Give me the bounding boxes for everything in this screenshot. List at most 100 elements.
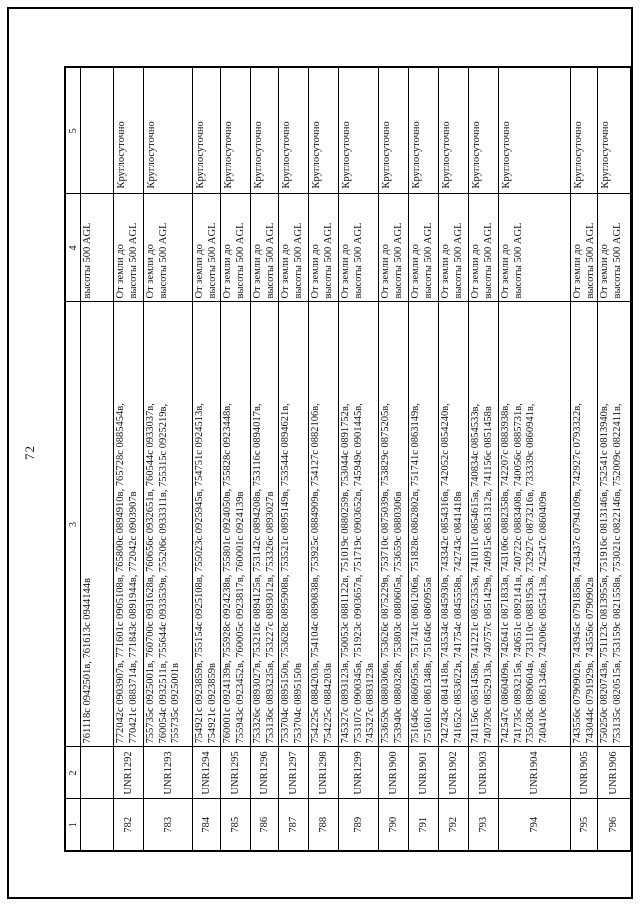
coordinates-cell: 751646с 0860955в, 751741с 0861206в, 7518… xyxy=(408,302,439,747)
unr-code-cell: UNR1901 xyxy=(408,747,439,799)
altitude-cell: От земли до высоты 500 AGL xyxy=(192,194,221,302)
table-row: 786 UNR1296 753326с 0893027в, 753216с 08… xyxy=(250,67,279,851)
altitude-cell: От земли до высоты 500 AGL xyxy=(378,194,409,302)
row-number-cell: 784 xyxy=(192,799,221,851)
coordinates-cell: 741156с 0851458в, 741221с 0852353в, 7410… xyxy=(468,302,499,747)
schedule-cell: Круглосуточно xyxy=(438,67,469,194)
coordinates-cell: 753659с 0880306в, 753626с 0875229в, 7537… xyxy=(378,302,409,747)
coordinates-cell: 742743с 0841418в, 743534с 0845930в, 7433… xyxy=(438,302,469,747)
schedule-cell: Круглосуточно xyxy=(192,67,221,194)
altitude-cell: От земли до высоты 500 AGL xyxy=(308,194,339,302)
unr-code-cell: UNR1293 xyxy=(143,747,193,799)
column-header-5: 5 xyxy=(65,67,81,194)
coordinates-cell: 742547с 0860409в, 742641с 0871833в, 7431… xyxy=(498,302,571,747)
row-number-cell: 794 xyxy=(498,799,571,851)
coordinates-cell: 761118с 0942501в, 761613с 0944144в xyxy=(80,302,114,747)
altitude-cell: От земли до высоты 500 AGL xyxy=(498,194,571,302)
unr-code-cell: UNR1906 xyxy=(597,747,631,799)
row-number-cell: 788 xyxy=(308,799,339,851)
table-row: 785 UNR1295 760001с 0924139в, 755928с 09… xyxy=(220,67,251,851)
unr-code-cell: UNR1299 xyxy=(338,747,379,799)
schedule-cell: Круглосуточно xyxy=(378,67,409,194)
row-number-cell: 787 xyxy=(278,799,309,851)
schedule-cell: Круглосуточно xyxy=(220,67,251,194)
row-number-cell: 792 xyxy=(438,799,469,851)
altitude-cell: От земли до высоты 500 AGL xyxy=(468,194,499,302)
coordinates-cell: 745327с 0893123в, 750053с 0881122в, 7510… xyxy=(338,302,379,747)
row-number-cell: 785 xyxy=(220,799,251,851)
column-header-4: 4 xyxy=(65,194,81,302)
table-row: 787 UNR1297 753704с 0895150в, 753628с 08… xyxy=(278,67,309,851)
altitude-cell: От земли до высоты 500 AGL xyxy=(408,194,439,302)
row-number-cell: 791 xyxy=(408,799,439,851)
coordinates-cell: 750250с 0820743в, 751123с 0813955в, 7519… xyxy=(597,302,631,747)
coordinates-cell: 772042с 0903907в, 771601с 0905108в, 7658… xyxy=(113,302,144,747)
schedule-cell: Круглосуточно xyxy=(278,67,309,194)
coordinates-cell: 754225с 0884203в, 754104с 0890838в, 7539… xyxy=(308,302,339,747)
row-number-cell: 790 xyxy=(378,799,409,851)
unr-code-cell: UNR1298 xyxy=(308,747,339,799)
row-number-cell: 783 xyxy=(143,799,193,851)
unr-code-cell: UNR1905 xyxy=(570,747,598,799)
coordinates-cell: 753326с 0893027в, 753216с 0894125в, 7531… xyxy=(250,302,279,747)
column-header-1: 1 xyxy=(65,799,81,851)
schedule-cell: Круглосуточно xyxy=(597,67,631,194)
table-row: 790 UNR1900 753659с 0880306в, 753626с 08… xyxy=(378,67,409,851)
altitude-cell: От земли до высоты 500 AGL xyxy=(250,194,279,302)
schedule-cell: Круглосуточно xyxy=(308,67,339,194)
altitude-cell: От земли до высоты 500 AGL xyxy=(338,194,379,302)
schedule-cell: Круглосуточно xyxy=(570,67,598,194)
altitude-cell: От земли до высоты 500 AGL xyxy=(143,194,193,302)
schedule-cell: Круглосуточно xyxy=(143,67,193,194)
row-number-cell: 796 xyxy=(597,799,631,851)
page-number: 72 xyxy=(22,445,37,460)
unr-code-cell xyxy=(80,747,114,799)
altitude-cell: От земли до высоты 500 AGL xyxy=(570,194,598,302)
table-row: 793 UNR1903 741156с 0851458в, 741221с 08… xyxy=(468,67,499,851)
restricted-areas-table: 1 2 3 4 5 761118с 0942501в, 761613с 0944… xyxy=(64,66,632,852)
table-row: 761118с 0942501в, 761613с 0944144в высот… xyxy=(80,67,114,851)
column-header-2: 2 xyxy=(65,747,81,799)
row-number-cell xyxy=(80,799,114,851)
unr-code-cell: UNR1294 xyxy=(192,747,221,799)
altitude-cell: От земли до высоты 500 AGL xyxy=(278,194,309,302)
schedule-cell: Круглосуточно xyxy=(250,67,279,194)
altitude-cell: От земли до высоты 500 AGL xyxy=(597,194,631,302)
unr-code-cell: UNR1902 xyxy=(438,747,469,799)
schedule-cell: Круглосуточно xyxy=(338,67,379,194)
table-row: 783 UNR1293 755735с 0925001в, 760700с 09… xyxy=(143,67,193,851)
row-number-cell: 786 xyxy=(250,799,279,851)
unr-code-cell: UNR1900 xyxy=(378,747,409,799)
unr-code-cell: UNR1292 xyxy=(113,747,144,799)
altitude-cell: высоты 500 AGL xyxy=(80,194,114,302)
coordinates-cell: 743556с 0790902в, 743945с 0791858в, 7434… xyxy=(570,302,598,747)
altitude-cell: От земли до высоты 500 AGL xyxy=(220,194,251,302)
table-row: 794 UNR1904 742547с 0860409в, 742641с 08… xyxy=(498,67,571,851)
altitude-cell: От земли до высоты 500 AGL xyxy=(113,194,144,302)
table-row: 796 UNR1906 750250с 0820743в, 751123с 08… xyxy=(597,67,631,851)
coordinates-cell: 753704с 0895150в, 753628с 0895908в, 7535… xyxy=(278,302,309,747)
table-row: 788 UNR1298 754225с 0884203в, 754104с 08… xyxy=(308,67,339,851)
row-number-cell: 782 xyxy=(113,799,144,851)
schedule-cell xyxy=(80,67,114,194)
coordinates-cell: 754921с 0923859в, 755154с 0925108в, 7550… xyxy=(192,302,221,747)
table-row: 795 UNR1905 743556с 0790902в, 743945с 07… xyxy=(570,67,598,851)
row-number-cell: 795 xyxy=(570,799,598,851)
table-header-row: 1 2 3 4 5 xyxy=(65,67,81,851)
row-number-cell: 789 xyxy=(338,799,379,851)
unr-code-cell: UNR1296 xyxy=(250,747,279,799)
altitude-cell: От земли до высоты 500 AGL xyxy=(438,194,469,302)
table-row: 784 UNR1294 754921с 0923859в, 755154с 09… xyxy=(192,67,221,851)
schedule-cell: Круглосуточно xyxy=(113,67,144,194)
schedule-cell: Круглосуточно xyxy=(468,67,499,194)
unr-code-cell: UNR1904 xyxy=(498,747,571,799)
unr-code-cell: UNR1903 xyxy=(468,747,499,799)
table-row: 792 UNR1902 742743с 0841418в, 743534с 08… xyxy=(438,67,469,851)
coordinates-cell: 760001с 0924139в, 755928с 0924238в, 7558… xyxy=(220,302,251,747)
table-row: 789 UNR1299 745327с 0893123в, 750053с 08… xyxy=(338,67,379,851)
row-number-cell: 793 xyxy=(468,799,499,851)
schedule-cell: Круглосуточно xyxy=(408,67,439,194)
coordinates-cell: 755735с 0925001в, 760700с 0931628в, 7606… xyxy=(143,302,193,747)
schedule-cell: Круглосуточно xyxy=(498,67,571,194)
